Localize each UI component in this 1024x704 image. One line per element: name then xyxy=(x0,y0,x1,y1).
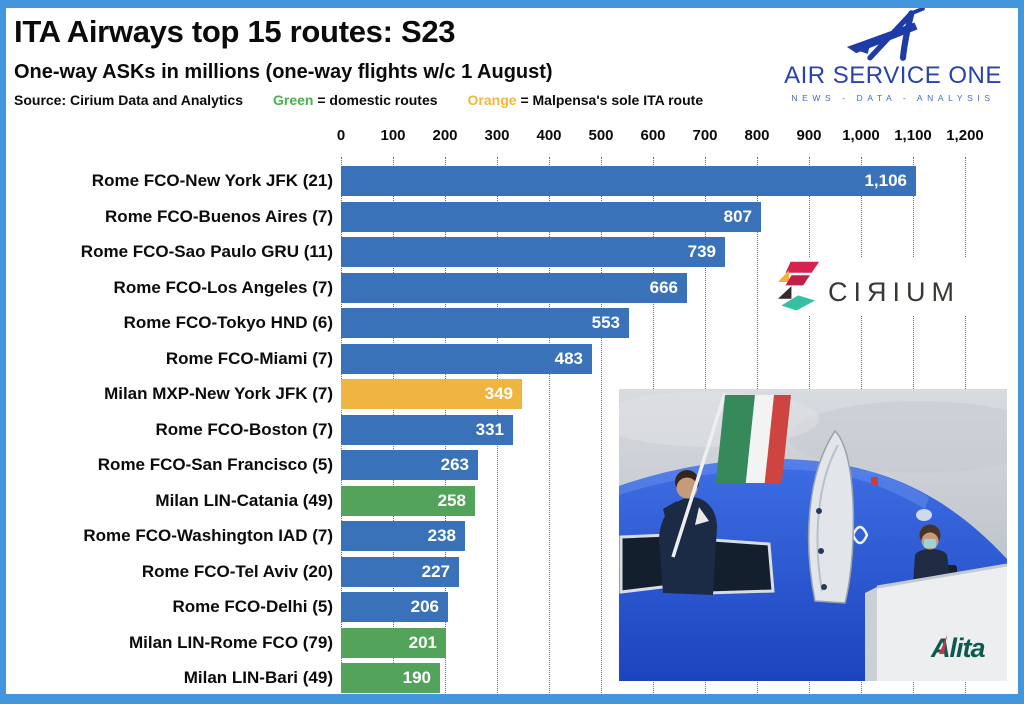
bar-domestic: 190 xyxy=(341,663,440,693)
x-tick-label: 1,100 xyxy=(894,127,932,144)
bar-value: 1,106 xyxy=(864,171,907,190)
bar-value: 349 xyxy=(484,384,513,403)
photo-italian-flag xyxy=(715,395,791,483)
source-text: Source: Cirium Data and Analytics xyxy=(14,92,243,108)
legend-orange-text: = Malpensa's sole ITA route xyxy=(516,92,704,108)
x-tick-label: 200 xyxy=(432,127,458,144)
legend-orange-keyword: Orange xyxy=(467,92,517,108)
x-tick-label: 600 xyxy=(640,127,666,144)
chart-subtitle: One-way ASKs in millions (one-way flight… xyxy=(14,61,553,83)
category-label: Rome FCO-Los Angeles (7) xyxy=(113,277,333,297)
page-title: ITA Airways top 15 routes: S23 xyxy=(14,14,456,49)
bar-international: 263 xyxy=(341,450,478,480)
gridline xyxy=(549,157,550,693)
bar-value: 666 xyxy=(649,277,678,297)
bar-value: 201 xyxy=(408,632,437,652)
bar-value: 807 xyxy=(723,206,752,226)
category-label: Rome FCO-Sao Paulo GRU (11) xyxy=(80,242,333,261)
x-tick-label: 500 xyxy=(588,127,614,144)
legend-malpensa: Orange = Malpensa's sole ITA route xyxy=(468,92,704,108)
photo-airstair xyxy=(865,563,1007,681)
bar-international: 238 xyxy=(341,521,465,551)
x-tick-label: 700 xyxy=(692,127,718,144)
ita-aircraft-photo: Alita xyxy=(619,389,1007,681)
bar-value: 227 xyxy=(421,561,450,581)
x-tick-label: 1,000 xyxy=(842,127,880,144)
aso-tagline: NEWS - DATA - ANALYSIS xyxy=(791,93,995,103)
category-label: Rome FCO-Delhi (5) xyxy=(172,597,333,616)
bar-international: 206 xyxy=(341,592,448,622)
photo-alitalia-logo: Alita xyxy=(930,633,986,663)
bar-value: 263 xyxy=(440,455,469,474)
bar-international: 807 xyxy=(341,201,761,232)
bar-domestic: 201 xyxy=(341,627,446,658)
bar-domestic: 258 xyxy=(341,485,475,516)
bar-malpensa: 349 xyxy=(341,379,522,409)
x-tick-label: 800 xyxy=(744,127,770,144)
category-label: Rome FCO-Boston (7) xyxy=(155,419,333,439)
bar-international: 1,106 xyxy=(341,166,916,196)
category-label: Rome FCO-New York JFK (21) xyxy=(91,171,333,190)
alitalia-text: Alita xyxy=(930,633,985,663)
bar-international: 227 xyxy=(341,556,459,587)
bar-value: 258 xyxy=(437,490,466,510)
x-tick-label: 900 xyxy=(796,127,822,144)
x-tick-label: 1,200 xyxy=(946,127,984,144)
bar-international: 739 xyxy=(341,237,725,267)
category-label: Rome FCO-Washington IAD (7) xyxy=(83,526,333,545)
x-tick-label: 100 xyxy=(380,127,406,144)
legend-green-keyword: Green xyxy=(272,92,314,108)
legend-green-text: = domestic routes xyxy=(313,92,438,108)
bar-value: 238 xyxy=(427,526,456,545)
cirium-icon xyxy=(778,261,820,311)
category-label: Milan LIN-Rome FCO (79) xyxy=(128,632,333,652)
cirium-logo: CIЯIUM xyxy=(770,258,968,316)
bar-international: 483 xyxy=(341,343,592,374)
bar-value: 739 xyxy=(687,242,716,261)
source-row: Source: Cirium Data and Analytics Green … xyxy=(14,92,703,108)
category-label: Milan LIN-Catania (49) xyxy=(155,490,333,510)
bar-value: 483 xyxy=(554,348,583,368)
category-label: Rome FCO-San Francisco (5) xyxy=(97,455,333,474)
cirium-wordmark: CIЯIUM xyxy=(828,276,960,307)
x-tick-label: 400 xyxy=(536,127,562,144)
category-label: Milan MXP-New York JFK (7) xyxy=(104,384,333,403)
category-label: Rome FCO-Miami (7) xyxy=(165,348,333,368)
bar-value: 190 xyxy=(402,668,431,687)
aso-name: AIR SERVICE ONE xyxy=(784,62,1002,89)
category-label: Milan LIN-Bari (49) xyxy=(183,668,333,687)
air-service-one-logo: AIR SERVICE ONE NEWS - DATA - ANALYSIS xyxy=(768,6,1018,103)
airplane-a-icon xyxy=(847,6,925,61)
bar-international: 666 xyxy=(341,272,687,303)
category-label: Rome FCO-Tel Aviv (20) xyxy=(141,561,333,581)
bar-value: 553 xyxy=(591,313,620,332)
category-label: Rome FCO-Tokyo HND (6) xyxy=(123,313,333,332)
x-tick-label: 300 xyxy=(484,127,510,144)
bar-value: 206 xyxy=(410,597,439,616)
photo-flagpole xyxy=(671,392,727,558)
bar-value: 331 xyxy=(475,419,504,439)
category-label: Rome FCO-Buenos Aires (7) xyxy=(105,206,333,226)
gridline xyxy=(601,157,602,693)
x-tick-label: 0 xyxy=(336,127,346,144)
bar-international: 553 xyxy=(341,308,629,338)
bar-international: 331 xyxy=(341,414,513,445)
legend-domestic: Green = domestic routes xyxy=(273,92,438,108)
photo-open-door xyxy=(807,429,855,604)
